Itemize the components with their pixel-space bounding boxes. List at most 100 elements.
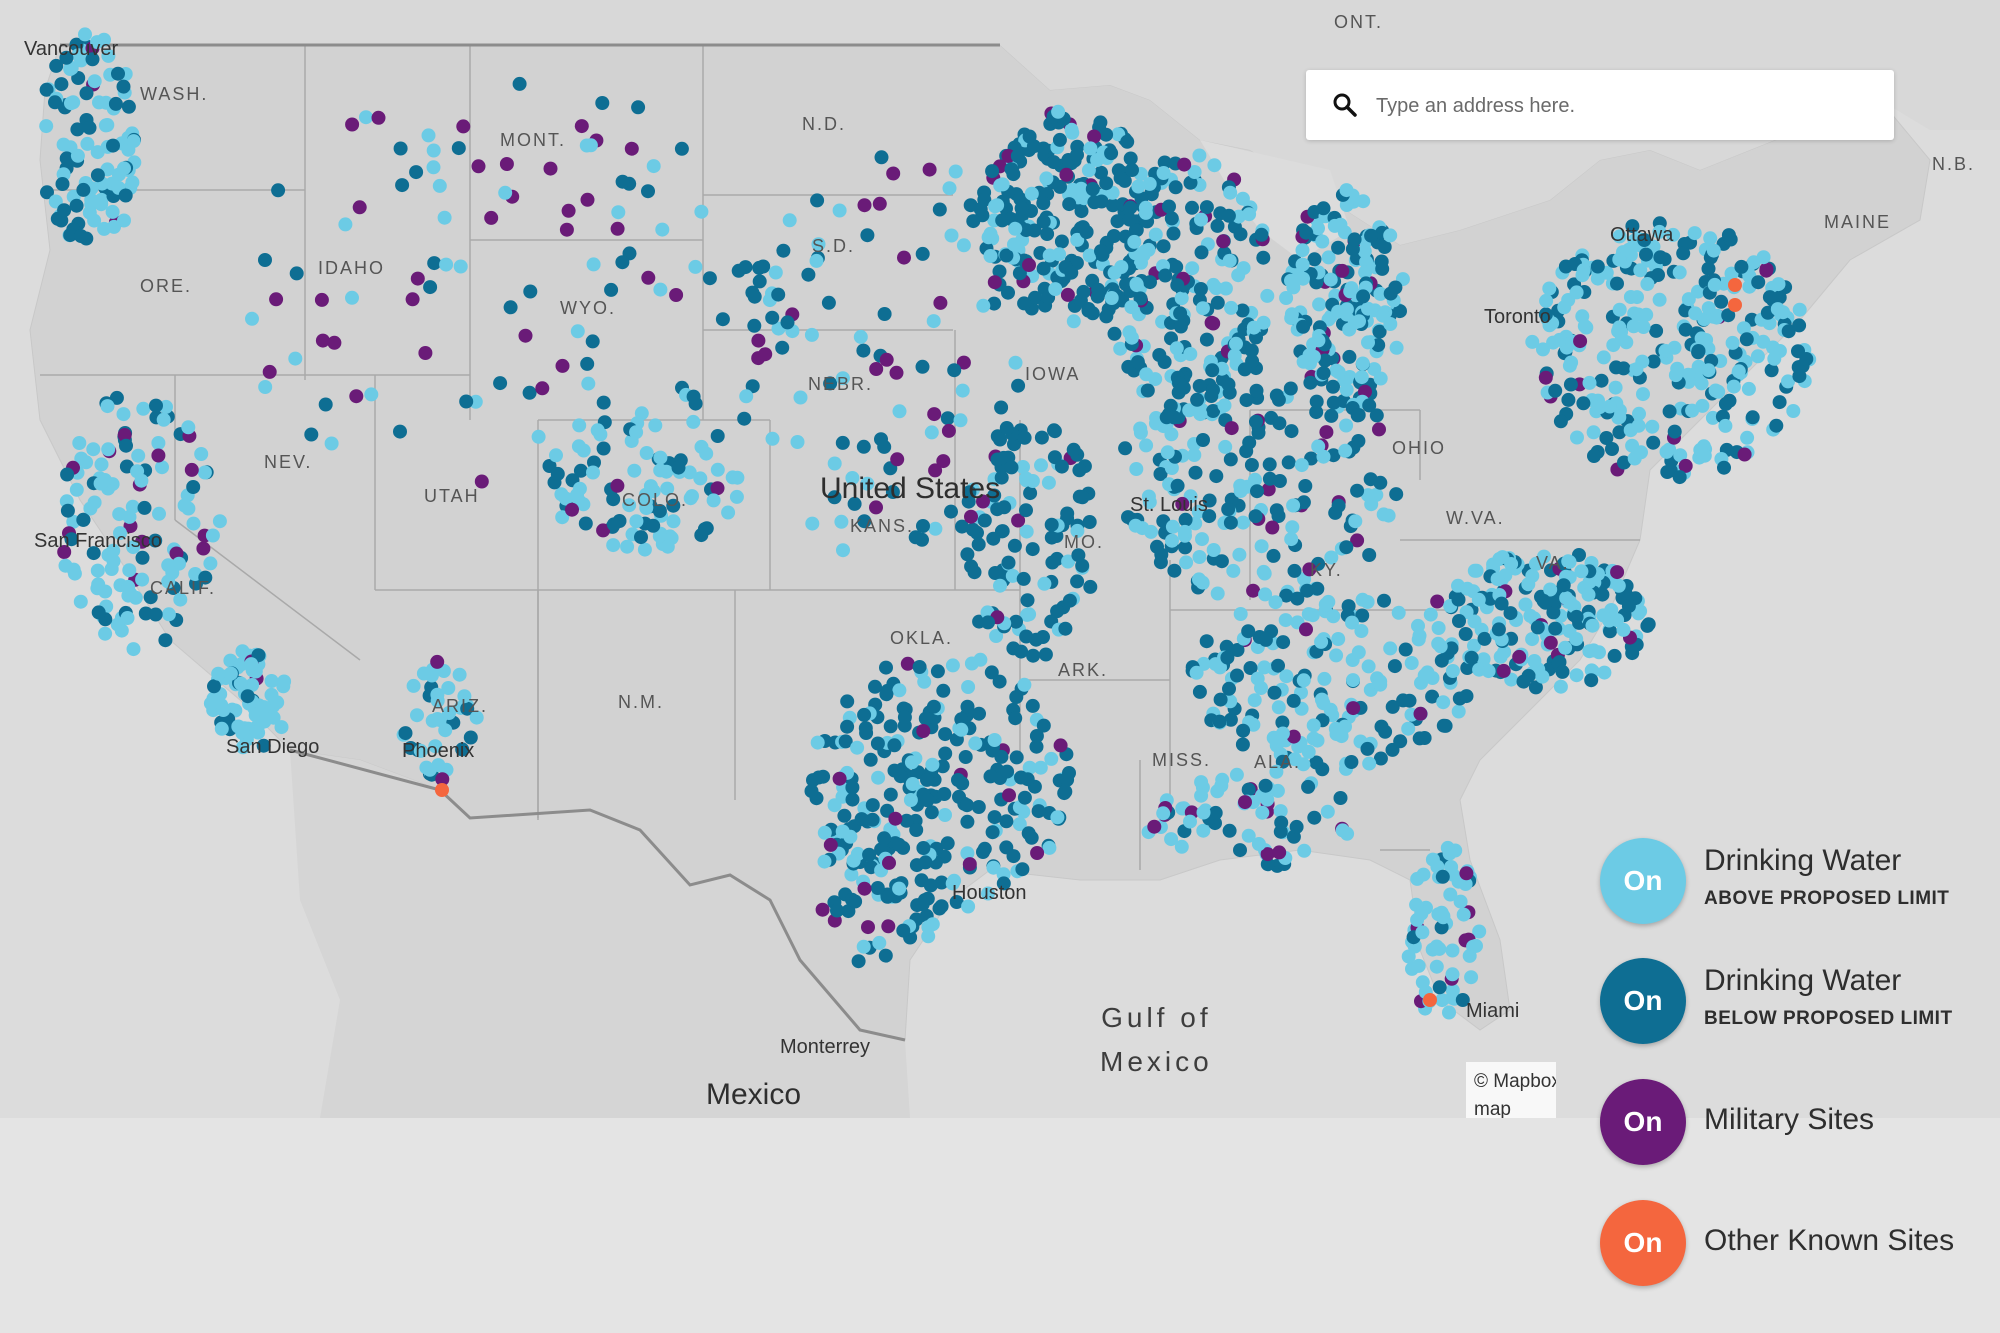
site-marker[interactable]: [1504, 557, 1519, 571]
site-marker[interactable]: [1610, 276, 1624, 291]
site-marker[interactable]: [543, 161, 558, 176]
site-marker[interactable]: [1066, 314, 1081, 329]
site-marker[interactable]: [1296, 757, 1311, 772]
site-marker[interactable]: [211, 666, 226, 681]
site-marker[interactable]: [897, 710, 912, 725]
site-marker[interactable]: [903, 793, 918, 807]
site-marker[interactable]: [122, 509, 137, 524]
site-marker[interactable]: [1229, 767, 1244, 782]
site-marker[interactable]: [1456, 907, 1471, 922]
site-marker[interactable]: [1666, 227, 1681, 242]
site-marker[interactable]: [1076, 220, 1090, 235]
site-marker[interactable]: [1558, 640, 1573, 655]
site-marker[interactable]: [1575, 268, 1590, 283]
site-marker[interactable]: [1375, 308, 1390, 323]
site-marker[interactable]: [1306, 731, 1321, 746]
site-marker[interactable]: [72, 436, 87, 450]
site-marker[interactable]: [1543, 582, 1558, 597]
site-marker[interactable]: [413, 743, 428, 758]
site-marker[interactable]: [1173, 306, 1188, 321]
site-marker[interactable]: [810, 193, 825, 208]
site-marker[interactable]: [570, 324, 585, 339]
site-marker[interactable]: [926, 699, 941, 714]
site-marker[interactable]: [1059, 167, 1074, 182]
site-marker[interactable]: [1538, 595, 1553, 610]
site-marker[interactable]: [1074, 204, 1089, 219]
site-marker[interactable]: [1241, 828, 1256, 843]
site-marker[interactable]: [904, 755, 919, 770]
site-marker[interactable]: [948, 164, 963, 179]
site-marker[interactable]: [986, 860, 1001, 875]
site-marker[interactable]: [1525, 334, 1540, 349]
site-marker[interactable]: [1339, 540, 1354, 555]
site-marker[interactable]: [997, 500, 1012, 515]
site-marker[interactable]: [1410, 871, 1425, 886]
site-marker[interactable]: [878, 948, 893, 963]
site-marker[interactable]: [685, 489, 699, 504]
site-marker[interactable]: [1008, 711, 1023, 726]
site-marker[interactable]: [1224, 300, 1239, 315]
site-marker[interactable]: [953, 413, 968, 428]
site-marker[interactable]: [892, 683, 907, 698]
site-marker[interactable]: [1005, 568, 1020, 583]
site-marker[interactable]: [860, 476, 875, 491]
site-marker[interactable]: [1275, 754, 1290, 769]
site-marker[interactable]: [1094, 194, 1109, 209]
site-marker[interactable]: [523, 284, 538, 299]
site-marker[interactable]: [765, 310, 780, 325]
site-marker[interactable]: [949, 895, 964, 909]
site-marker[interactable]: [531, 429, 546, 444]
site-marker[interactable]: [148, 607, 163, 622]
site-marker[interactable]: [121, 99, 136, 114]
site-marker[interactable]: [198, 570, 213, 585]
site-marker[interactable]: [240, 689, 255, 704]
site-marker[interactable]: [1185, 261, 1200, 276]
site-marker[interactable]: [1284, 311, 1299, 326]
site-marker[interactable]: [729, 489, 744, 504]
site-marker[interactable]: [1555, 664, 1570, 679]
toggle-above-limit[interactable]: On: [1600, 838, 1686, 924]
site-marker[interactable]: [1239, 393, 1254, 408]
site-marker[interactable]: [960, 814, 975, 829]
site-marker[interactable]: [1415, 925, 1430, 940]
site-marker[interactable]: [1771, 277, 1786, 292]
site-marker[interactable]: [1023, 486, 1038, 501]
site-marker[interactable]: [1070, 523, 1085, 538]
site-marker[interactable]: [984, 665, 999, 680]
site-marker[interactable]: [1191, 504, 1206, 519]
site-marker[interactable]: [611, 205, 626, 220]
site-marker[interactable]: [634, 530, 648, 545]
site-marker[interactable]: [1081, 163, 1096, 178]
site-marker[interactable]: [585, 334, 600, 349]
site-marker[interactable]: [830, 903, 844, 918]
site-marker[interactable]: [610, 221, 625, 236]
site-marker[interactable]: [694, 204, 709, 219]
site-marker[interactable]: [1072, 463, 1087, 478]
site-marker[interactable]: [1017, 430, 1032, 445]
site-marker[interactable]: [1412, 628, 1427, 643]
site-marker[interactable]: [983, 249, 998, 263]
site-marker[interactable]: [930, 664, 945, 679]
site-marker[interactable]: [1377, 593, 1391, 608]
site-marker[interactable]: [1354, 624, 1369, 638]
site-marker[interactable]: [1423, 607, 1438, 622]
site-marker[interactable]: [416, 666, 431, 681]
site-marker[interactable]: [101, 442, 116, 457]
site-marker[interactable]: [821, 295, 836, 310]
site-marker[interactable]: [106, 138, 120, 153]
site-marker[interactable]: [1490, 572, 1505, 587]
site-marker[interactable]: [64, 96, 78, 111]
site-marker[interactable]: [1206, 277, 1221, 292]
site-marker[interactable]: [1130, 355, 1145, 370]
site-marker[interactable]: [1202, 493, 1217, 508]
site-marker[interactable]: [1246, 717, 1261, 732]
site-marker[interactable]: [463, 730, 478, 745]
site-marker[interactable]: [1192, 148, 1207, 163]
site-marker[interactable]: [1311, 221, 1325, 236]
site-marker[interactable]: [1672, 265, 1687, 280]
site-marker[interactable]: [1356, 289, 1371, 304]
site-marker[interactable]: [879, 687, 894, 702]
site-marker[interactable]: [1362, 398, 1377, 413]
site-marker[interactable]: [1222, 253, 1237, 268]
site-marker[interactable]: [637, 542, 652, 557]
